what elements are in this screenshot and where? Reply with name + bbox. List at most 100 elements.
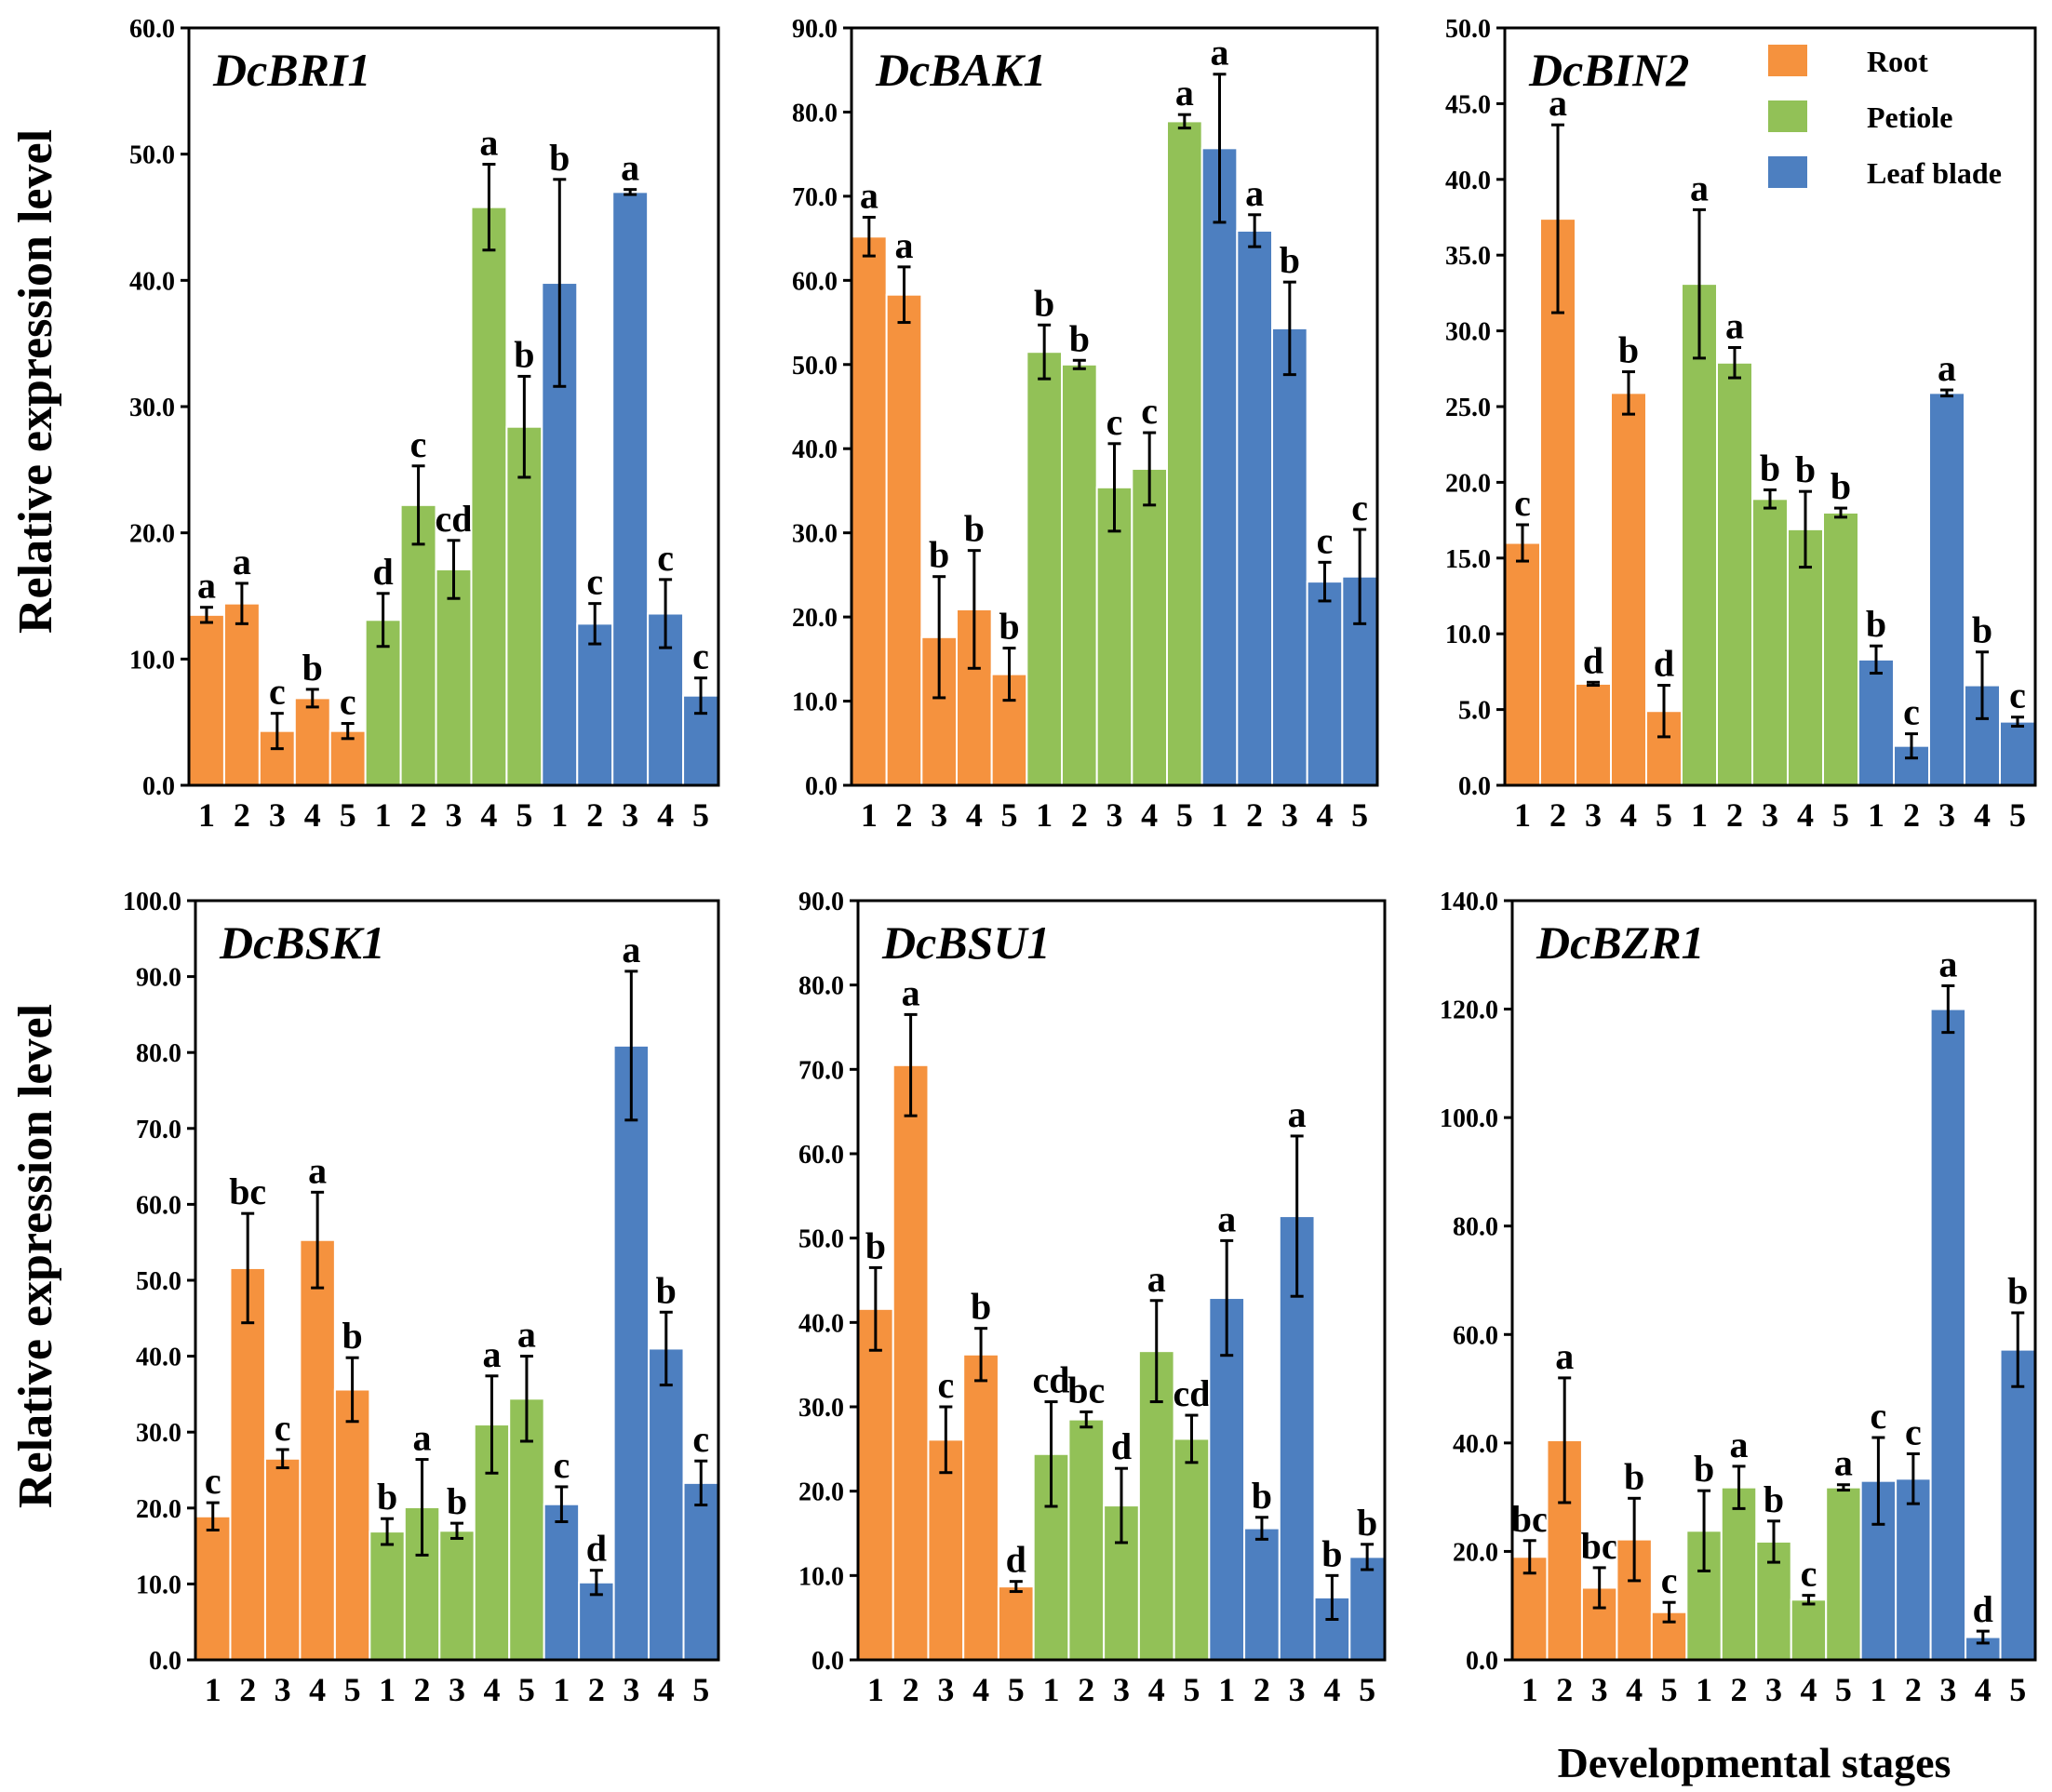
y-tick-label: 60.0 <box>792 267 838 296</box>
bar <box>399 503 437 786</box>
bar <box>293 697 331 787</box>
significance-letter: a <box>895 224 914 266</box>
x-tick-label: 3 <box>269 796 286 834</box>
x-tick-label: 5 <box>340 796 356 834</box>
significance-letter: a <box>621 147 639 189</box>
x-tick-label: 3 <box>937 1671 954 1708</box>
y-tick-label: 50.0 <box>136 1267 181 1296</box>
bar <box>299 1238 336 1661</box>
x-axis-title: Developmental stages <box>1558 1739 1951 1786</box>
significance-letter: b <box>1618 329 1639 371</box>
bar <box>1999 720 2036 787</box>
bar <box>1751 498 1789 786</box>
x-tick-label: 2 <box>586 796 603 834</box>
y-tick-label: 20.0 <box>792 604 838 633</box>
significance-letter: a <box>1211 32 1229 74</box>
bar <box>1575 682 1612 787</box>
y-tick-label: 120.0 <box>1440 996 1498 1025</box>
y-axis-title-bottom: Relative expression level <box>9 1004 62 1508</box>
significance-letter: b <box>1321 1532 1342 1574</box>
x-tick-label: 1 <box>861 796 878 834</box>
y-tick-label: 80.0 <box>798 972 844 1001</box>
x-tick-label: 4 <box>972 1671 989 1708</box>
x-tick-label: 5 <box>2009 1671 2026 1708</box>
x-tick-label: 5 <box>692 1671 709 1708</box>
legend-label: Root <box>1867 45 1928 78</box>
y-tick-label: 50.0 <box>798 1225 844 1254</box>
x-tick-label: 2 <box>410 796 427 834</box>
legend-label: Petiole <box>1867 100 1952 134</box>
x-tick-label: 2 <box>896 796 913 834</box>
significance-letter: b <box>1795 448 1816 490</box>
y-tick-label: 70.0 <box>136 1116 181 1144</box>
y-tick-label: 10.0 <box>798 1562 844 1591</box>
y-tick-label: 30.0 <box>1445 318 1491 347</box>
significance-letter: c <box>1351 487 1368 528</box>
x-tick-label: 5 <box>1832 796 1849 834</box>
x-tick-label: 4 <box>1323 1671 1340 1708</box>
x-tick-label: 2 <box>1905 1671 1922 1708</box>
x-tick-label: 1 <box>1522 1671 1538 1708</box>
bar <box>1166 120 1203 787</box>
x-tick-label: 4 <box>966 796 983 834</box>
x-tick-label: 2 <box>903 1671 919 1708</box>
x-tick-label: 1 <box>553 1671 570 1708</box>
significance-letter: a <box>1549 82 1567 124</box>
bar <box>1999 1348 2037 1661</box>
x-tick-label: 1 <box>867 1671 884 1708</box>
chart-panel-DcBIN2: c1a2d3b4d5a1a2b3b4b5b1c2a3b4c50.05.010.0… <box>1445 15 2037 834</box>
significance-letter: c <box>1661 1559 1678 1601</box>
x-tick-label: 3 <box>623 1671 639 1708</box>
significance-letter: a <box>479 122 498 164</box>
y-tick-label: 80.0 <box>1453 1213 1498 1242</box>
significance-letter: c <box>205 1460 221 1502</box>
significance-letter: d <box>586 1528 607 1570</box>
y-tick-label: 10.0 <box>792 689 838 717</box>
y-tick-label: 0.0 <box>149 1647 181 1676</box>
x-tick-label: 2 <box>1731 1671 1748 1708</box>
panel-title: DcBSU1 <box>881 916 1051 969</box>
bar <box>1173 1438 1211 1662</box>
x-tick-label: 5 <box>1183 1671 1200 1708</box>
y-tick-label: 35.0 <box>1445 242 1491 271</box>
plot-frame <box>187 26 720 787</box>
y-tick-label: 45.0 <box>1445 90 1491 119</box>
plot-frame <box>194 899 720 1662</box>
y-tick-label: 20.0 <box>129 520 175 549</box>
bar <box>962 1353 999 1661</box>
y-tick-label: 50.0 <box>792 352 838 381</box>
panel-title: DcBRI1 <box>212 44 370 96</box>
y-tick-label: 10.0 <box>129 646 175 675</box>
x-tick-label: 3 <box>275 1671 291 1708</box>
x-tick-label: 2 <box>239 1671 256 1708</box>
significance-letter: d <box>373 551 394 593</box>
bar <box>1348 1556 1387 1662</box>
y-tick-label: 30.0 <box>798 1394 844 1423</box>
significance-letter: c <box>1871 1395 1887 1437</box>
legend-swatch <box>1768 100 1807 132</box>
significance-letter: c <box>1141 390 1158 432</box>
bar <box>1067 1418 1106 1661</box>
significance-letter: b <box>1764 1478 1784 1520</box>
chart-panel-DcBSK1: c1bc2c3a4b5b1a2b3a4a5c1d2a3b4c50.010.020… <box>123 888 720 1708</box>
x-tick-label: 4 <box>658 1671 675 1708</box>
y-tick-label: 40.0 <box>792 435 838 464</box>
y-tick-label: 0.0 <box>1466 1647 1498 1676</box>
significance-letter: b <box>1252 1475 1272 1517</box>
significance-letter: c <box>410 423 427 465</box>
significance-letter: b <box>549 137 570 179</box>
plot-frame <box>1510 899 2037 1662</box>
bar <box>892 1063 930 1662</box>
significance-letter: b <box>1624 1455 1644 1497</box>
chart-panel-DcBAK1: a1a2b3b4b5b1b2c3c4a5a1a2b3c4c50.010.020.… <box>792 15 1379 834</box>
bar <box>648 1347 685 1661</box>
x-tick-label: 2 <box>1246 796 1263 834</box>
y-tick-label: 100.0 <box>1440 1104 1498 1133</box>
panel-title: DcBSK1 <box>219 916 385 969</box>
bar <box>263 1457 302 1662</box>
y-tick-label: 40.0 <box>136 1344 181 1372</box>
plot-frame <box>850 26 1379 787</box>
bar <box>505 425 543 786</box>
y-tick-label: 40.0 <box>1453 1430 1498 1459</box>
significance-letter: b <box>514 333 534 375</box>
